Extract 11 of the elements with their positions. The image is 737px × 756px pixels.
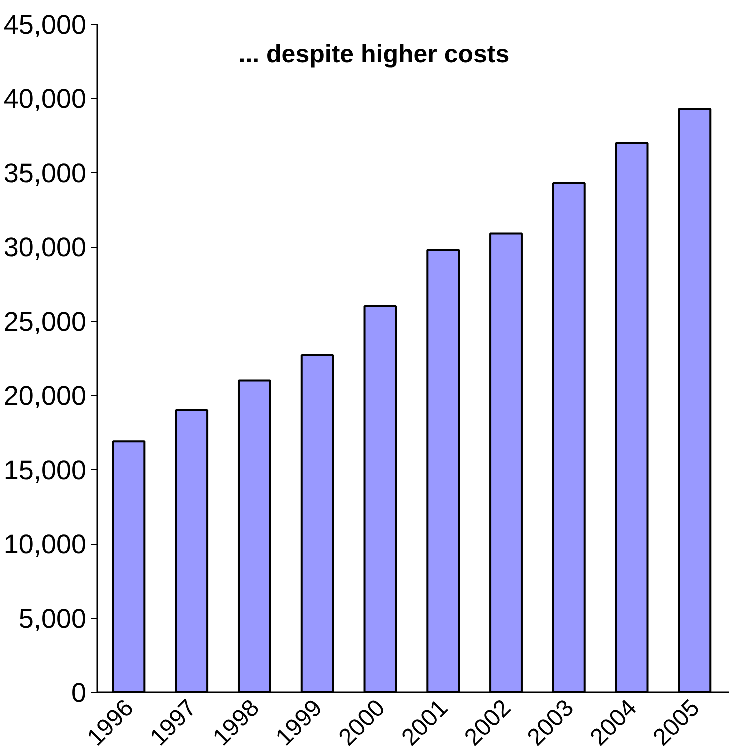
y-tick-label: 30,000 [4, 232, 87, 263]
text: ... despite higher costs [238, 40, 510, 69]
y-tick-label: 20,000 [4, 381, 87, 412]
y-tick-label: 10,000 [4, 530, 87, 560]
y-tick-label: 5,000 [18, 604, 87, 634]
y-tick-label: 40,000 [4, 84, 87, 114]
y-tick-label: 35,000 [4, 158, 87, 188]
y-tick-label: 45,000 [4, 10, 87, 40]
y-tick-label: 0 [71, 678, 87, 708]
y-tick-label: 15,000 [4, 455, 87, 486]
y-tick-label: 25,000 [4, 306, 87, 337]
